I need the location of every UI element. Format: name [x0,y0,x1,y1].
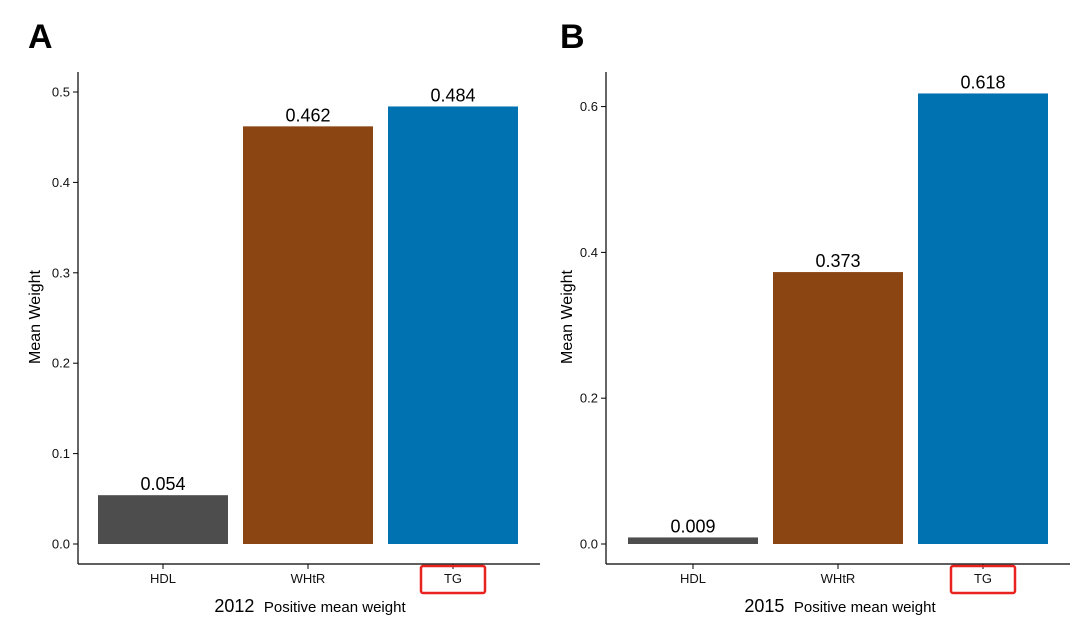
value-labels-a: 0.054 0.462 0.484 [140,85,475,494]
y-tick-label-0-b: 0.0 [580,537,598,552]
x-ticks-b: HDL WHtR TG [680,564,1017,595]
y-tick-label-5-a: 0.5 [52,85,70,100]
x-axis-title-year-b: 2015 [744,596,784,616]
y-tick-label-0-a: 0.0 [52,537,70,552]
x-axis-title-rest-b: Positive mean weight [794,599,937,616]
value-label-tg-b: 0.618 [960,72,1005,92]
value-label-whtr-b: 0.373 [815,251,860,271]
bars-b [628,93,1048,544]
x-tick-label-tg-b: TG [974,571,992,586]
bar-hdl-a [98,495,228,544]
y-tick-label-1-a: 0.1 [52,446,70,461]
panel-letter-b: B [560,18,585,56]
x-axis-title-rest-a: Positive mean weight [264,599,407,616]
bars-a [98,106,518,545]
x-tick-label-whtr-b: WHtR [821,571,856,586]
value-label-whtr-a: 0.462 [285,105,330,125]
bar-tg-a [388,106,518,545]
y-tick-label-1-b: 0.2 [580,391,598,406]
value-labels-b: 0.009 0.373 0.618 [670,72,1005,536]
x-tick-label-whtr-a: WHtR [291,571,326,586]
y-ticks-b: 0.0 0.2 0.4 0.6 [580,99,606,552]
y-axis-title-b: Mean Weight [559,269,576,364]
x-tick-label-hdl-b: HDL [680,571,706,586]
y-ticks-a: 0.0 0.1 0.2 0.3 0.4 0.5 [52,85,78,552]
x-axis-title-b: 2015 Positive mean weight [744,596,936,616]
value-label-hdl-b: 0.009 [670,516,715,536]
value-label-hdl-a: 0.054 [140,474,185,494]
bar-tg-b [918,93,1048,544]
y-tick-label-3-b: 0.6 [580,99,598,114]
y-tick-label-4-a: 0.4 [52,175,70,190]
y-tick-label-2-a: 0.2 [52,356,70,371]
highlight-box-tg-b [949,564,1017,595]
x-ticks-a: HDL WHtR TG [150,564,487,595]
x-axis-title-a: 2012 Positive mean weight [214,596,406,616]
panel-a: A Mean Weight 2012 Positive mean weight … [27,18,540,616]
highlight-box-tg-a [419,564,487,595]
panel-b: B Mean Weight 2015 Positive mean weight … [559,18,1070,616]
x-axis-title-year-a: 2012 [214,596,254,616]
panel-letter-a: A [28,18,53,56]
bar-whtr-b [773,272,903,544]
x-tick-label-tg-a: TG [444,571,462,586]
y-tick-label-3-a: 0.3 [52,265,70,280]
value-label-tg-a: 0.484 [430,85,475,105]
x-tick-label-hdl-a: HDL [150,571,176,586]
bar-hdl-b [628,537,758,544]
bar-whtr-a [243,126,373,545]
y-axis-title-a: Mean Weight [27,269,44,364]
y-tick-label-2-b: 0.4 [580,245,598,260]
